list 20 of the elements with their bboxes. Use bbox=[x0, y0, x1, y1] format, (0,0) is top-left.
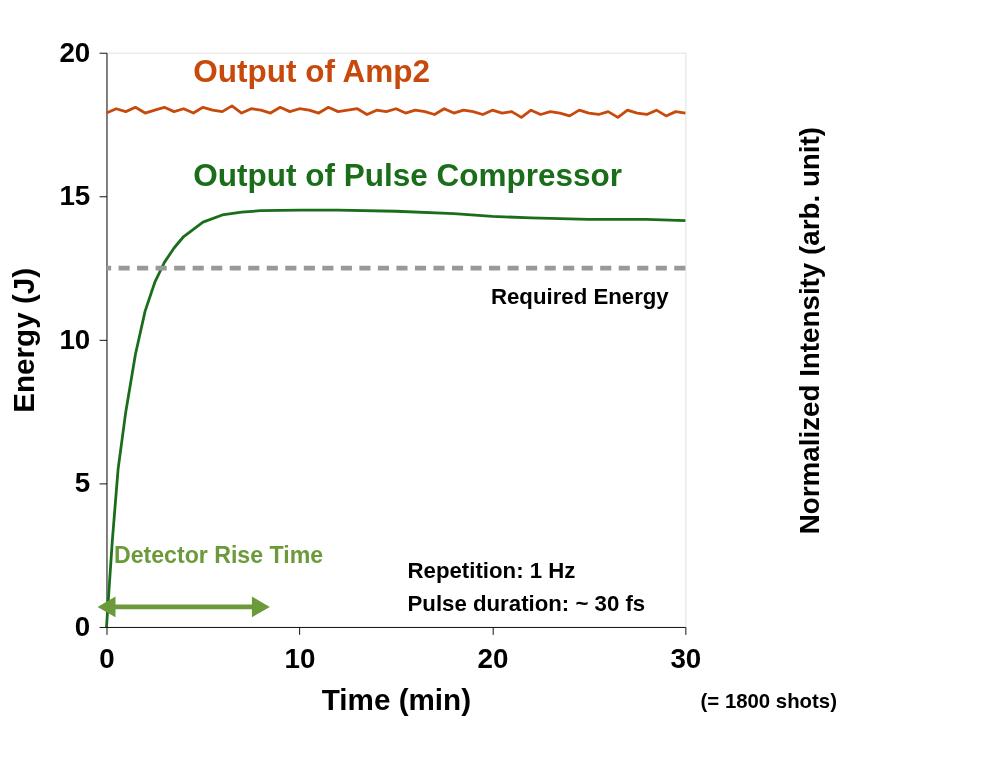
x-tick-label: 30 bbox=[670, 643, 702, 675]
y-tick-label: 0 bbox=[74, 610, 91, 642]
line-series bbox=[105, 104, 687, 119]
ref-line-label: Required Energy bbox=[490, 284, 670, 310]
series-label: Output of Amp2 bbox=[193, 52, 431, 89]
x-tick-label: 20 bbox=[477, 643, 509, 675]
annotation: Pulse duration: ~ 30 fs bbox=[407, 591, 646, 617]
y-tick-label: 10 bbox=[59, 323, 91, 355]
x-tick-label: 10 bbox=[284, 643, 316, 675]
y-tick-label: 5 bbox=[74, 467, 91, 499]
annotation: Detector Rise Time bbox=[113, 542, 324, 569]
annotation: Repetition: 1 Hz bbox=[407, 557, 576, 583]
y-tick-label: 20 bbox=[59, 36, 91, 68]
y-tick-label: 15 bbox=[59, 180, 91, 212]
x-axis-title: Time (min) bbox=[321, 682, 472, 716]
x-tick-label: 0 bbox=[99, 643, 115, 675]
text: (= 1800 shots) bbox=[700, 689, 837, 712]
text: Normalized Intensity (arb. unit) bbox=[793, 126, 825, 535]
y-axis-title: Energy (J) bbox=[7, 267, 41, 413]
series-label: Output of Pulse Compressor bbox=[193, 157, 622, 194]
